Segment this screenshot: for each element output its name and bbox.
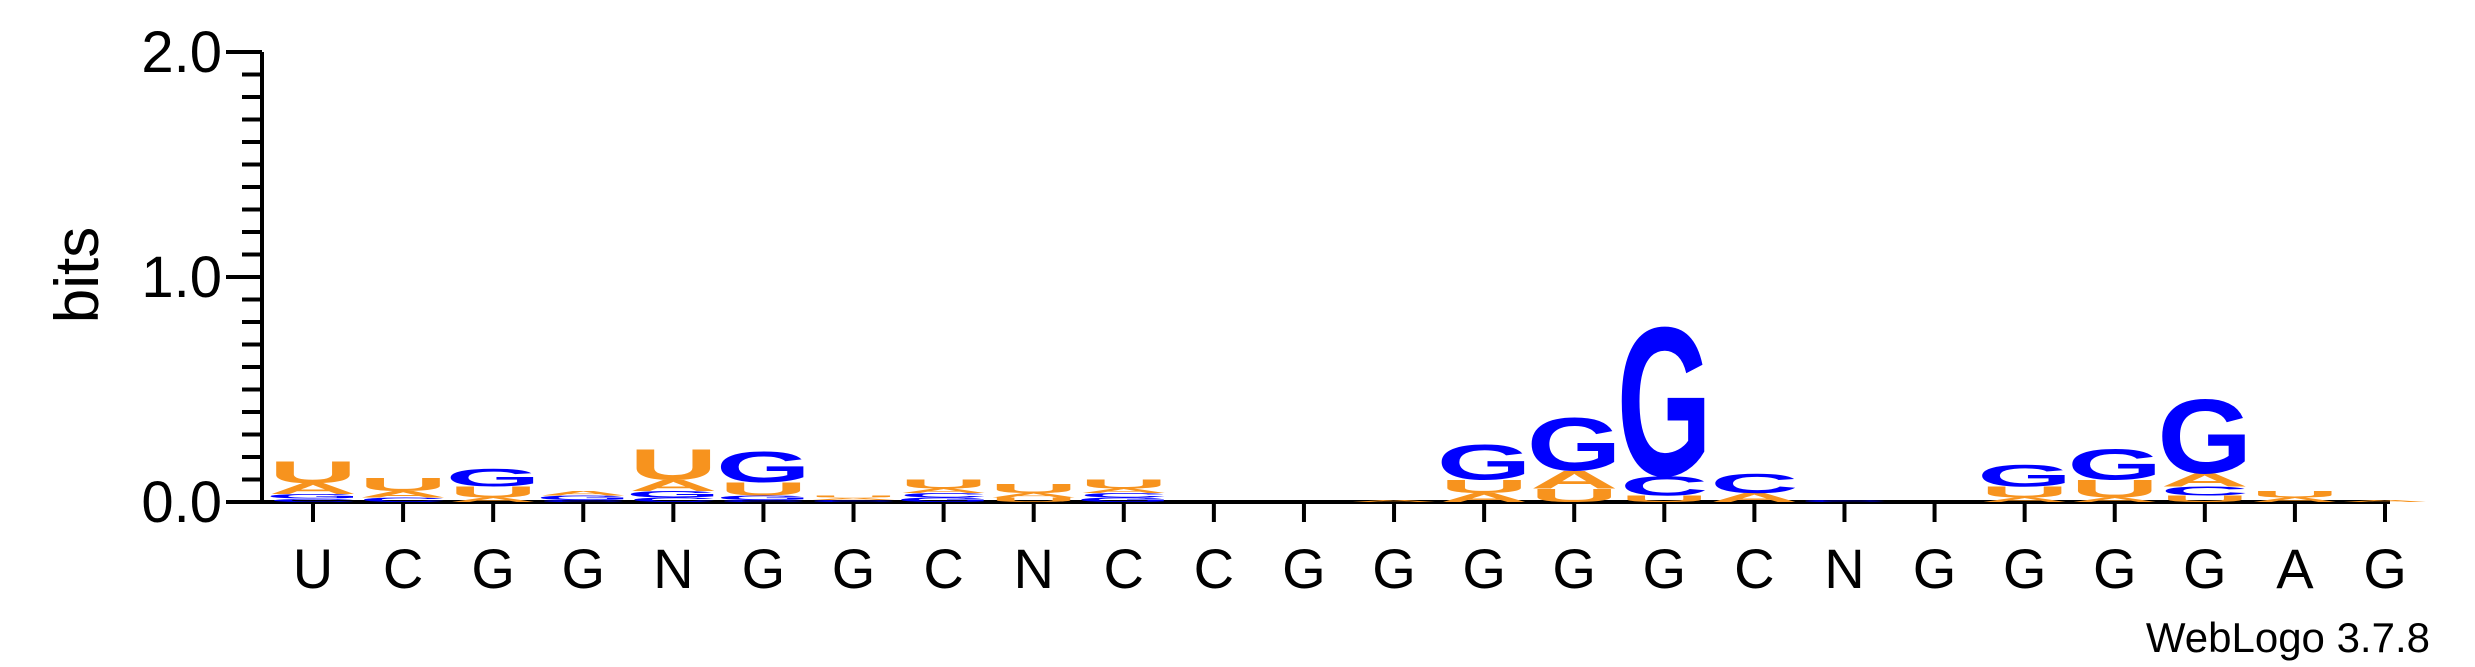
logo-glyph-G: G — [896, 496, 991, 503]
x-tick-label: N — [1824, 537, 1864, 600]
logo-glyph-U: U — [1080, 477, 1168, 491]
logo-glyph-A: A — [1350, 499, 1438, 502]
logo-glyph-C: C — [359, 496, 447, 503]
logo-glyph-C: C — [629, 496, 717, 503]
logo-glyph-U: U — [1981, 484, 2069, 501]
logo-glyph-A: A — [1440, 491, 1528, 505]
logo-glyph-U: U — [269, 455, 357, 490]
x-tick-label: G — [2363, 537, 2407, 600]
x-tick-label: C — [383, 537, 423, 600]
logo-glyph-G: G — [626, 489, 721, 499]
logo-glyph-A: A — [629, 477, 717, 494]
logo-glyph-U: U — [629, 440, 717, 489]
x-tick-label: G — [561, 537, 605, 600]
logo-glyph-U: U — [809, 495, 897, 498]
logo-glyph-U: U — [1530, 485, 1618, 506]
logo-glyph-A: A — [449, 496, 537, 503]
logo-glyph-G: G — [1527, 403, 1622, 487]
logo-glyph-U: U — [990, 496, 1078, 503]
logo-glyph-A: A — [2071, 496, 2159, 503]
x-tick-label: U — [293, 537, 333, 600]
x-tick-label: G — [742, 537, 786, 600]
logo-glyph-A: A — [2161, 469, 2249, 490]
logo-glyph-C: C — [1080, 492, 1168, 499]
logo-glyph-A: A — [359, 489, 447, 499]
x-tick-label: G — [1282, 537, 1326, 600]
logo-glyph-U: U — [990, 482, 1078, 496]
logo-glyph-G: G — [265, 493, 360, 500]
logo-glyph-C: C — [269, 498, 357, 503]
logo-glyph-C: C — [809, 499, 897, 502]
x-tick-label: G — [2003, 537, 2047, 600]
logo-glyph-G: G — [1076, 496, 1171, 503]
x-tick-label: G — [2183, 537, 2227, 600]
logo-glyph-U: U — [1620, 494, 1708, 504]
x-tick-label: N — [1013, 537, 1053, 600]
y-tick-label: 0.0 — [141, 470, 222, 535]
logo-glyph-U: U — [2161, 494, 2249, 504]
logo-glyph-C: C — [719, 499, 807, 502]
logo-glyph-G: G — [2067, 440, 2162, 489]
logo-glyph-A: A — [269, 480, 357, 497]
logo-glyph-U: U — [2251, 489, 2339, 499]
weblogo-credit: WebLogo 3.7.8 — [2146, 614, 2430, 661]
logo-glyph-C: C — [1620, 470, 1708, 501]
logo-glyph-G: G — [716, 494, 811, 501]
logo-glyph-C: C — [2161, 484, 2249, 498]
x-tick-label: G — [1913, 537, 1957, 600]
logo-glyph-U: U — [359, 474, 447, 495]
logo-glyph-U: U — [2071, 475, 2159, 503]
logo-glyph-C: C — [1710, 468, 1798, 499]
logo-glyph-U: U — [1440, 476, 1528, 497]
x-tick-label: A — [2276, 537, 2314, 600]
x-tick-label: C — [1734, 537, 1774, 600]
logo-glyph-C: C — [1800, 499, 1888, 502]
axes: 0.0 1.0 2.0 — [141, 20, 2390, 535]
logo-glyph-A: A — [1981, 496, 2069, 503]
logo-glyph-U: U — [449, 484, 537, 501]
logo-glyph-G: G — [1617, 283, 1712, 521]
x-tick-label: G — [1372, 537, 1416, 600]
x-tick-label: G — [2093, 537, 2137, 600]
logo-glyph-A: A — [539, 490, 627, 497]
x-tick-label: G — [1462, 537, 1506, 600]
logo-glyph-A: A — [1710, 491, 1798, 505]
x-tick-label: G — [1552, 537, 1596, 600]
logo-glyph-U: U — [899, 477, 987, 491]
logo-glyph-G: G — [716, 443, 811, 492]
logo-glyph-A: A — [809, 497, 897, 500]
logo-glyph-C: C — [899, 492, 987, 499]
x-tick-label: C — [1104, 537, 1144, 600]
logo-glyph-G: G — [1437, 434, 1532, 490]
x-tick-label: C — [923, 537, 963, 600]
y-axis-label: bits — [43, 227, 112, 323]
logo-glyph-A: A — [1080, 487, 1168, 494]
x-tick-label: C — [1194, 537, 1234, 600]
logo-glyph-G: G — [536, 494, 631, 501]
logo-glyph-C: C — [539, 499, 627, 502]
logo-glyph-G: G — [446, 464, 541, 492]
logo-glyph-A: A — [899, 487, 987, 494]
x-tick-label: G — [832, 537, 876, 600]
logo-glyph-A: A — [2341, 499, 2429, 502]
x-tick-label: N — [653, 537, 693, 600]
logo-glyph-A: A — [990, 492, 1078, 499]
logo-glyph-A: A — [1530, 466, 1618, 494]
y-tick-label: 1.0 — [141, 245, 222, 310]
x-tick-label: G — [471, 537, 515, 600]
logo-glyph-G: G — [1977, 458, 2072, 493]
logo-glyph-U: U — [719, 478, 807, 499]
logo-glyph-G: G — [2157, 377, 2252, 496]
x-tick-label: G — [1643, 537, 1687, 600]
y-tick-label: 2.0 — [141, 20, 222, 85]
logo-glyph-A: A — [2251, 496, 2339, 503]
